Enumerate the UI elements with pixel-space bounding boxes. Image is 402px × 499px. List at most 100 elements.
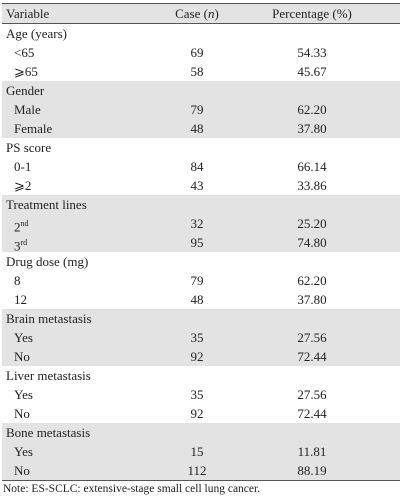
percentage: 37.80: [297, 121, 327, 136]
row-label: ⩾65: [14, 62, 38, 81]
bottom-rule: [2, 480, 400, 481]
label-sup: nd: [20, 219, 29, 228]
percentage: 25.20: [297, 216, 327, 231]
group-title: PS score: [6, 140, 52, 155]
group-row: Gender: [2, 81, 400, 100]
label-text: ⩾2: [14, 178, 32, 193]
header-text: Case (: [175, 6, 208, 21]
case-count: 79: [190, 273, 204, 288]
case-count: 95: [190, 235, 204, 250]
case-count: 92: [190, 406, 204, 421]
data-row: Yes 35 27.56: [2, 328, 400, 347]
row-label: 8: [14, 271, 21, 290]
case-count: 48: [190, 292, 204, 307]
group-row: Treatment lines: [2, 195, 400, 214]
group-title: Brain metastasis: [6, 311, 92, 326]
percentage: 62.20: [297, 273, 327, 288]
label-text: 8: [14, 273, 21, 288]
percentage: 11.81: [297, 444, 327, 459]
percentage: 74.80: [297, 235, 327, 250]
data-row: Yes 35 27.56: [2, 385, 400, 404]
percentage: 88.19: [297, 463, 327, 478]
data-row: Male 79 62.20: [2, 100, 400, 119]
header-text: ): [214, 6, 219, 21]
row-label: ⩾2: [14, 176, 31, 195]
row-label: 3rd: [14, 233, 27, 255]
row-label: Male: [14, 100, 41, 119]
label-text: 3: [14, 238, 21, 254]
data-row: No 112 88.19: [2, 461, 400, 480]
row-label: Yes: [14, 328, 33, 347]
data-row: ⩾65 58 45.67: [2, 62, 400, 81]
group-row: Brain metastasis: [2, 309, 400, 328]
row-label: No: [14, 461, 30, 480]
group-title: Bone metastasis: [6, 425, 91, 440]
label-text: 2: [14, 219, 21, 235]
group-row: Bone metastasis: [2, 423, 400, 442]
header-cell: Case (n): [152, 4, 242, 23]
data-row: 2nd 32 25.20: [2, 214, 400, 236]
case-count: 69: [190, 45, 204, 60]
header-row: Variable Case (n) Percentage (%): [2, 4, 400, 23]
group-row: Liver metastasis: [2, 366, 400, 385]
label-text: <65: [14, 45, 35, 60]
group-row: Age (years): [2, 24, 400, 43]
table-note: Note: ES-SCLC: extensive-stage small cel…: [3, 483, 261, 495]
data-row: 8 79 62.20: [2, 271, 400, 290]
row-label: Female: [14, 119, 52, 138]
group-title: Drug dose (mg): [6, 254, 89, 269]
case-count: 48: [190, 121, 204, 136]
row-label: <65: [14, 43, 34, 62]
case-count: 43: [190, 178, 204, 193]
data-row: 0-1 84 66.14: [2, 157, 400, 176]
data-row: No 92 72.44: [2, 404, 400, 423]
label-sup: rd: [20, 238, 28, 247]
row-label: No: [14, 347, 30, 366]
case-count: 35: [190, 387, 204, 402]
percentage: 72.44: [297, 349, 327, 364]
case-count: 58: [190, 64, 204, 79]
data-row: 3rd 95 74.80: [2, 233, 400, 255]
case-count: 84: [190, 159, 204, 174]
label-text: No: [14, 463, 30, 478]
case-count: 32: [190, 216, 204, 231]
percentage: 33.86: [297, 178, 327, 193]
percentage: 54.33: [297, 45, 327, 60]
label-text: Male: [14, 102, 41, 117]
percentage: 45.67: [297, 64, 327, 79]
data-row: ⩾2 43 33.86: [2, 176, 400, 195]
data-row: Yes 15 11.81: [2, 442, 400, 461]
label-text: Yes: [14, 387, 33, 402]
row-label: Yes: [14, 385, 33, 404]
label-text: 0-1: [14, 159, 32, 174]
case-count: 112: [187, 463, 207, 478]
percentage: 72.44: [297, 406, 327, 421]
group-title: Treatment lines: [6, 197, 87, 212]
group-title: Age (years): [6, 26, 67, 41]
group-title: Liver metastasis: [6, 368, 91, 383]
label-text: Female: [14, 121, 53, 136]
top-rule: [2, 3, 400, 4]
percentage: 37.80: [297, 292, 327, 307]
label-text: Yes: [14, 330, 33, 345]
row-label: 2nd: [14, 214, 29, 236]
case-count: 15: [190, 444, 204, 459]
label-text: Yes: [14, 444, 33, 459]
header-cell: Percentage (%): [272, 6, 352, 21]
label-text: ⩾65: [14, 64, 38, 79]
percentage: 66.14: [297, 159, 327, 174]
label-text: No: [14, 406, 30, 421]
group-row: Drug dose (mg): [2, 252, 400, 271]
header-text: n: [208, 6, 215, 21]
row-label: 12: [14, 290, 27, 309]
case-count: 79: [190, 102, 204, 117]
header-cell: Variable: [6, 6, 50, 21]
percentage: 27.56: [297, 330, 327, 345]
data-row: <65 69 54.33: [2, 43, 400, 62]
case-count: 92: [190, 349, 204, 364]
group-row: PS score: [2, 138, 400, 157]
label-text: No: [14, 349, 30, 364]
percentage: 27.56: [297, 387, 327, 402]
row-label: 0-1: [14, 157, 31, 176]
